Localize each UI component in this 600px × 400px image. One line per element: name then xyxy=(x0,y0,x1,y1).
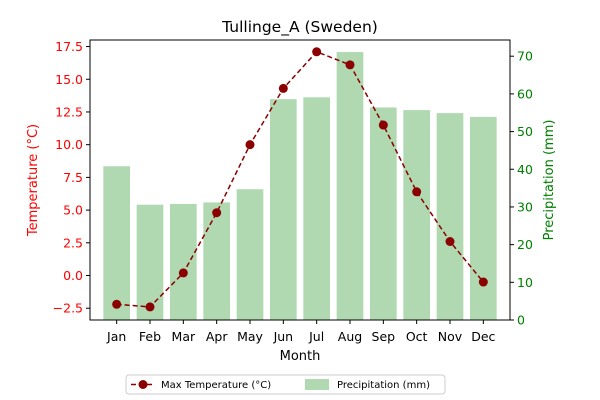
x-tick-label: Oct xyxy=(406,329,428,344)
y-right-tick-label: 60 xyxy=(517,86,533,101)
temperature-line-path xyxy=(116,50,484,308)
legend-label-precipitation: Precipitation (mm) xyxy=(337,380,430,391)
y-axis-left-title: Temperature (°C) xyxy=(26,124,41,237)
y-left-tick-label: −2.5 xyxy=(53,301,83,316)
x-tick-label: Jan xyxy=(106,329,126,344)
legend-marker-swatch xyxy=(138,380,148,389)
precipitation-bar-oct xyxy=(403,110,430,321)
x-tick-label: Jun xyxy=(273,329,294,344)
temperature-point-jan xyxy=(112,299,122,309)
temperature-point-jun xyxy=(278,83,288,93)
y-right-tick-label: 20 xyxy=(517,237,533,252)
x-tick-label: Sep xyxy=(372,329,396,344)
precipitation-bar-dec xyxy=(470,116,497,320)
y-right-tick-label: 40 xyxy=(517,162,533,177)
y-left-tick-label: 2.5 xyxy=(63,235,83,250)
temperature-point-dec xyxy=(478,277,488,287)
temperature-point-aug xyxy=(345,60,355,70)
legend: Max Temperature (°C) Precipitation (mm) xyxy=(125,374,446,395)
temperature-point-oct xyxy=(412,187,422,197)
y-left-tick-label: 17.5 xyxy=(55,39,83,54)
temperature-point-mar xyxy=(178,268,188,278)
temperature-line xyxy=(112,47,488,312)
plot-frame xyxy=(89,39,511,321)
temperature-point-apr xyxy=(212,208,222,218)
x-axis: Jan Feb Mar Apr May Jun Jul Aug Sep Oct Nov Dec xyxy=(106,320,496,344)
precipitation-bars xyxy=(103,52,497,321)
y-left-tick-label: 7.5 xyxy=(63,170,83,185)
precipitation-bar-may xyxy=(236,189,264,320)
y-axis-left: −2.5 0.0 2.5 5.0 7.5 10.0 12.5 15.0 17.5 xyxy=(53,39,90,316)
precipitation-bar-jan xyxy=(103,166,130,320)
temperature-point-jul xyxy=(312,47,322,57)
precipitation-bar-apr xyxy=(203,202,230,320)
precipitation-bar-feb xyxy=(136,204,164,320)
y-right-tick-label: 30 xyxy=(517,199,533,214)
x-tick-label: Nov xyxy=(438,329,463,344)
legend-label-temperature: Max Temperature (°C) xyxy=(161,380,271,391)
temperature-point-feb xyxy=(145,302,155,312)
y-left-tick-label: 15.0 xyxy=(55,72,83,87)
x-tick-label: Jul xyxy=(308,329,324,344)
y-left-tick-label: 5.0 xyxy=(63,203,83,218)
y-right-tick-label: 0 xyxy=(517,313,525,328)
x-tick-label: May xyxy=(237,329,263,344)
precipitation-bar-sep xyxy=(370,107,397,320)
y-left-tick-label: 10.0 xyxy=(55,137,83,152)
x-tick-label: Dec xyxy=(471,329,495,344)
y-right-tick-label: 10 xyxy=(517,275,533,290)
precipitation-bar-jun xyxy=(270,99,297,320)
y-left-tick-label: 0.0 xyxy=(63,268,83,283)
temperature-point-nov xyxy=(445,236,455,246)
legend-bar-swatch xyxy=(305,379,329,390)
temperature-point-sep xyxy=(378,120,388,130)
chart-title: Tullinge_A (Sweden) xyxy=(221,18,378,37)
y-right-tick-label: 50 xyxy=(517,124,533,139)
x-tick-label: Apr xyxy=(206,329,228,344)
x-tick-label: Aug xyxy=(338,329,362,344)
precipitation-bar-jul xyxy=(303,97,330,320)
y-left-tick-label: 12.5 xyxy=(55,104,83,119)
precipitation-bar-aug xyxy=(336,52,364,321)
legend-frame xyxy=(125,374,446,395)
y-axis-right: 0 10 20 30 40 50 60 70 xyxy=(510,49,533,328)
precipitation-bar-mar xyxy=(170,203,197,320)
y-axis-right-title: Precipitation (mm) xyxy=(542,120,557,241)
x-axis-title: Month xyxy=(280,349,321,364)
y-right-tick-label: 70 xyxy=(517,49,533,64)
precipitation-bar-nov xyxy=(436,113,464,321)
x-tick-label: Mar xyxy=(172,329,196,344)
temperature-point-may xyxy=(245,140,255,150)
x-tick-label: Feb xyxy=(139,329,161,344)
